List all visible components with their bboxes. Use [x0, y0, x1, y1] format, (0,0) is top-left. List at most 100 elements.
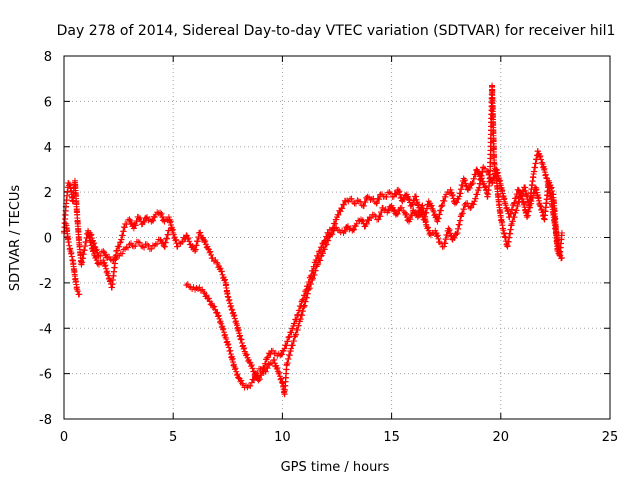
data-point — [291, 320, 298, 327]
data-point — [160, 217, 167, 224]
data-point — [243, 351, 250, 358]
data-point — [558, 254, 565, 261]
data-point — [240, 342, 247, 349]
data-point — [401, 196, 408, 203]
data-point — [548, 184, 555, 191]
data-point — [211, 303, 218, 310]
data-point — [485, 168, 492, 175]
data-point — [538, 206, 545, 213]
data-point — [107, 256, 114, 263]
data-point — [518, 192, 525, 199]
data-point — [530, 194, 537, 201]
data-point — [549, 187, 556, 194]
plot-frame — [63, 55, 611, 420]
data-point — [449, 192, 456, 199]
y-tick-label: 8 — [44, 50, 52, 65]
y-tick-label: 2 — [44, 186, 52, 201]
data-point — [309, 275, 316, 282]
data-point — [113, 248, 120, 255]
data-point — [474, 191, 481, 198]
data-point — [295, 322, 302, 329]
data-point — [489, 179, 496, 186]
data-point — [281, 345, 288, 352]
data-point — [264, 354, 271, 361]
data-point — [275, 368, 282, 375]
data-point — [537, 152, 544, 159]
data-point — [377, 213, 384, 220]
data-point — [416, 212, 423, 219]
x-tick-label: 20 — [493, 430, 510, 445]
data-point — [321, 246, 328, 253]
data-point — [315, 261, 322, 268]
y-tick-label: -2 — [39, 277, 52, 292]
data-point — [101, 263, 108, 270]
data-point — [241, 345, 248, 352]
data-point — [473, 167, 480, 174]
data-point — [210, 258, 217, 265]
data-point — [185, 234, 192, 241]
data-point — [509, 206, 516, 213]
data-point — [508, 220, 515, 227]
data-point — [292, 332, 299, 339]
data-point — [512, 209, 519, 216]
data-point — [230, 309, 237, 316]
y-axis-label: SDTVAR / TECUs — [8, 185, 23, 292]
data-point — [504, 207, 511, 214]
data-point — [232, 318, 239, 325]
data-point — [104, 268, 111, 275]
data-point — [383, 193, 390, 200]
data-point — [314, 261, 321, 268]
data-point — [308, 281, 315, 288]
data-point — [489, 180, 496, 187]
data-point — [135, 239, 142, 246]
data-point — [231, 363, 238, 370]
data-point — [274, 364, 281, 371]
data-point — [219, 326, 226, 333]
data-point — [89, 248, 96, 255]
data-point — [74, 288, 81, 295]
data-point — [438, 202, 445, 209]
data-point — [442, 193, 449, 200]
data-point — [439, 202, 446, 209]
data-point — [453, 231, 460, 238]
data-point — [94, 260, 101, 267]
data-point — [102, 262, 109, 269]
data-point — [436, 239, 443, 246]
data-point — [375, 216, 382, 223]
data-point — [239, 380, 246, 387]
data-point — [88, 231, 95, 238]
data-point — [218, 320, 225, 327]
data-point — [225, 344, 232, 351]
data-point — [502, 202, 509, 209]
data-point — [228, 302, 235, 309]
data-point — [190, 284, 197, 291]
data-point — [253, 370, 260, 377]
data-point — [224, 342, 231, 349]
data-point — [355, 198, 362, 205]
data-point — [102, 251, 109, 258]
data-point — [222, 331, 229, 338]
data-point — [130, 225, 137, 232]
data-point — [106, 253, 113, 260]
data-point — [247, 383, 254, 390]
data-point — [136, 239, 143, 246]
data-point — [556, 249, 563, 256]
data-point — [441, 198, 448, 205]
data-point — [219, 323, 226, 330]
data-point — [117, 239, 124, 246]
x-tick-label: 5 — [169, 430, 177, 445]
data-point — [290, 338, 297, 345]
data-point — [116, 243, 123, 250]
data-point — [278, 351, 285, 358]
data-point — [285, 334, 292, 341]
data-point — [230, 313, 237, 320]
data-point — [288, 345, 295, 352]
data-point — [335, 211, 342, 218]
data-point — [425, 224, 431, 231]
data-point — [240, 381, 247, 388]
data-point — [364, 193, 371, 200]
data-point — [141, 219, 148, 226]
data-point — [516, 198, 523, 205]
data-point — [94, 249, 101, 256]
data-point — [540, 215, 547, 222]
